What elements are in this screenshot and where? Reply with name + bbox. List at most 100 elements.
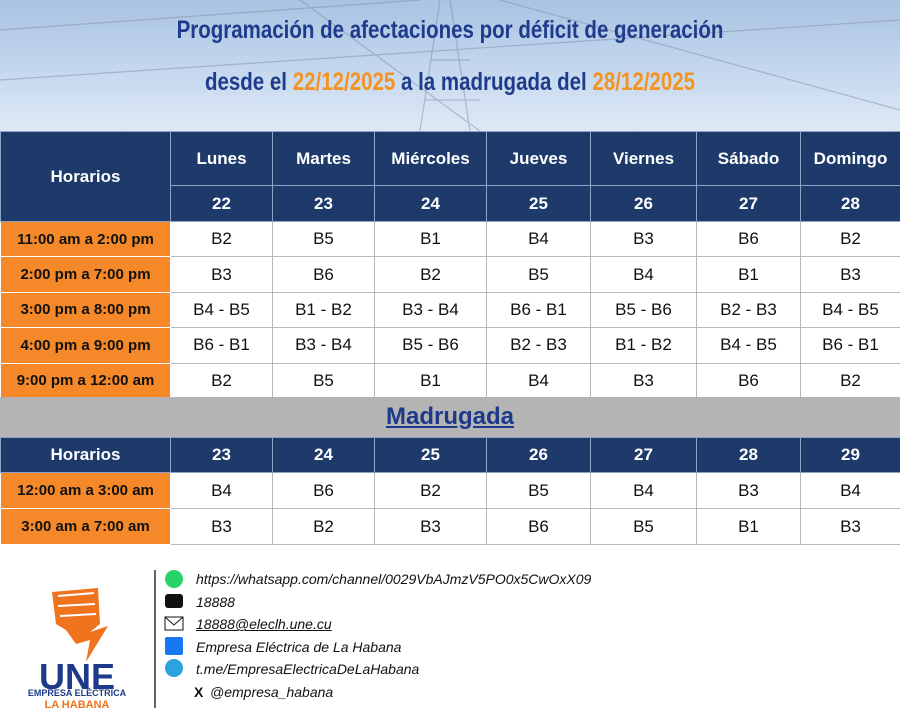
day: Martes <box>272 131 375 186</box>
date: 27 <box>590 437 697 473</box>
block: B3 <box>590 220 697 258</box>
schedule-row: 4:00 pm a 9:00 pm B6 - B1 B3 - B4 B5 - B6 B2… <box>0 327 900 364</box>
madrugada-row: 3:00 am a 7:00 am B3 B2 B3 B6 B5 B1 B3 <box>0 508 900 545</box>
telegram-icon <box>165 659 183 677</box>
block: B3 <box>696 472 801 509</box>
contact: 18888@eleclh.une.cu <box>196 616 332 633</box>
block: B4 - B5 <box>800 291 900 329</box>
block: B1 <box>696 256 801 293</box>
block: B2 <box>170 362 273 399</box>
block: B3 <box>800 256 900 293</box>
block: B4 <box>590 256 697 293</box>
block: B2 - B3 <box>486 327 591 364</box>
day: Sábado <box>696 131 801 186</box>
day: Viernes <box>590 131 697 186</box>
schedule-row: 3:00 pm a 8:00 pm B4 - B5 B1 - B2 B3 - B4 B6… <box>0 291 900 329</box>
block: B4 <box>170 472 273 509</box>
contact: t.me/EmpresaElectricaDeLaHabana <box>196 661 420 678</box>
subtitle: desde el 22/12/2025 a la madrugada del 2… <box>81 68 819 97</box>
contact: @empresa_habana <box>210 684 334 700</box>
schedule-row: 11:00 am a 2:00 pm B2 B5 B1 B4 B3 B6 B2 <box>0 220 900 258</box>
schedule-row: 9:00 pm a 12:00 am B2 B5 B1 B4 B3 B6 B2 <box>0 362 900 399</box>
block: B4 <box>590 472 697 509</box>
block: B4 - B5 <box>170 291 273 329</box>
block: B4 <box>800 472 900 509</box>
block: B4 <box>486 362 591 399</box>
block: B3 <box>170 508 273 545</box>
block: B5 <box>486 472 591 509</box>
contact: Empresa Eléctrica de La Habana <box>196 638 402 655</box>
date: 25 <box>374 437 487 473</box>
date: 25 <box>486 185 591 222</box>
block: B2 <box>374 472 487 509</box>
block: B2 <box>800 220 900 258</box>
schedule-row: 2:00 pm a 7:00 pm B3 B6 B2 B5 B4 B1 B3 <box>0 256 900 293</box>
subtitle-prefix: desde el <box>204 68 288 96</box>
block: B1 - B2 <box>590 327 697 364</box>
block: B1 <box>696 508 801 545</box>
logo-icon <box>52 588 108 662</box>
date: 22 <box>170 185 273 222</box>
block: B6 <box>272 472 375 509</box>
logo-line2: LA HABANA <box>45 699 110 711</box>
day: Jueves <box>486 131 591 186</box>
madrugada-row: 12:00 am a 3:00 am B4 B6 B2 B5 B4 B3 B4 <box>0 472 900 509</box>
time: 3:00 am a 7:00 am <box>0 508 171 545</box>
horarios-label: Horarios <box>0 437 171 473</box>
block: B2 <box>374 256 487 293</box>
logo-lines <box>57 592 97 617</box>
facebook-icon <box>165 637 183 655</box>
madrugada-table: Horarios 23 24 25 26 27 28 29 12:00 am a 3:00 am… <box>0 437 900 545</box>
subtitle-middle: a la madrugada del <box>401 68 587 96</box>
block: B5 <box>272 220 375 258</box>
date: 26 <box>590 185 697 222</box>
time: 11:00 am a 2:00 pm <box>0 220 171 258</box>
date: 23 <box>170 437 273 473</box>
block: B6 <box>486 508 591 545</box>
time: 12:00 am a 3:00 am <box>0 472 171 509</box>
block: B1 <box>374 220 487 258</box>
date: 24 <box>272 437 375 473</box>
header-art <box>0 0 900 131</box>
block: B6 - B1 <box>800 327 900 364</box>
block: B3 <box>374 508 487 545</box>
title: Programación de afectaciones por déficit… <box>176 16 724 44</box>
whatsapp-icon <box>165 570 183 588</box>
date: 28 <box>696 437 801 473</box>
date: 28 <box>800 185 900 222</box>
date: 27 <box>696 185 801 222</box>
block: B3 <box>590 362 697 399</box>
end-date: 28/12/2025 <box>592 68 696 96</box>
horarios-label: Horarios <box>0 131 171 222</box>
x-icon: X <box>194 684 204 700</box>
madrugada-title: Madrugada <box>0 397 900 437</box>
date: 26 <box>486 437 591 473</box>
mail-icon <box>164 616 184 631</box>
header-row: Horarios Lunes Martes Miércoles Jueves Vierne… <box>0 131 900 222</box>
block: B6 <box>696 362 801 399</box>
date: 29 <box>800 437 900 473</box>
logo-line1: EMPRESA ELÉCTRICA <box>28 688 127 698</box>
header: Programación de afectaciones por déficit… <box>0 0 900 131</box>
block: B6 - B1 <box>486 291 591 329</box>
block: B1 - B2 <box>272 291 375 329</box>
block: B3 <box>170 256 273 293</box>
block: B4 <box>486 220 591 258</box>
block: B5 - B6 <box>590 291 697 329</box>
header-row: Horarios 23 24 25 26 27 28 29 <box>0 437 900 473</box>
day: Lunes <box>170 131 273 186</box>
time: 2:00 pm a 7:00 pm <box>0 256 171 293</box>
contact: https://whatsapp.com/channel/0029VbAJmzV… <box>196 571 592 587</box>
date: 24 <box>374 185 487 222</box>
block: B3 - B4 <box>272 327 375 364</box>
block: B1 <box>374 362 487 399</box>
day: Miércoles <box>374 131 487 186</box>
block: B2 - B3 <box>696 291 801 329</box>
block: B5 <box>486 256 591 293</box>
day: Domingo <box>800 131 900 186</box>
schedule-table: Horarios Lunes Martes Miércoles Jueves Vierne… <box>0 131 900 399</box>
contact: 18888 <box>196 593 235 610</box>
block: B6 - B1 <box>170 327 273 364</box>
contact-icons <box>164 570 184 677</box>
